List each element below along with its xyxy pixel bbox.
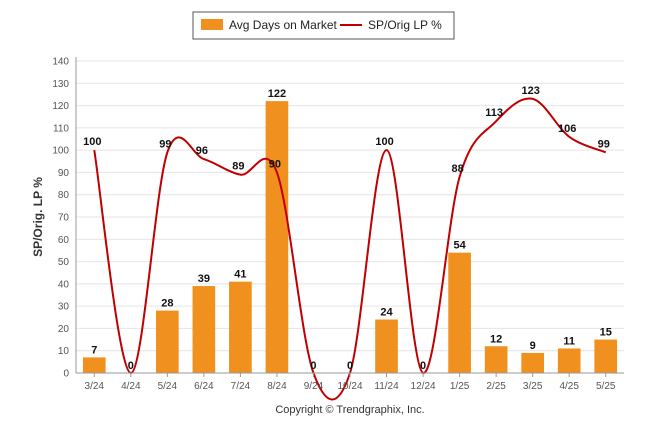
bar-value-label: 0 [128, 360, 134, 372]
line-value-label: 89 [232, 161, 244, 173]
y-tick-label: 20 [58, 324, 70, 335]
y-tick-label: 90 [58, 168, 70, 179]
bar-value-label: 11 [563, 335, 575, 347]
legend-bar-label: Avg Days on Market [229, 18, 337, 32]
bar [557, 348, 581, 373]
legend: Avg Days on Market SP/Orig LP % [192, 11, 455, 40]
x-tick-label: 10/24 [337, 381, 362, 392]
x-tick-label: 9/24 [304, 381, 324, 392]
copyright-text: Copyright © Trendgraphix, Inc. [275, 404, 424, 416]
bar-value-label: 12 [490, 333, 502, 345]
y-tick-label: 130 [52, 79, 69, 90]
y-tick-label: 70 [58, 213, 70, 224]
x-tick-label: 12/24 [411, 381, 436, 392]
x-tick-label: 5/24 [158, 381, 178, 392]
x-tick-label: 3/25 [523, 381, 543, 392]
y-tick-label: 140 [52, 57, 69, 68]
bar [156, 310, 179, 373]
x-tick-label: 1/25 [450, 381, 470, 392]
bar-value-label: 39 [198, 273, 210, 285]
x-tick-label: 5/25 [596, 381, 616, 392]
legend-box [192, 11, 455, 40]
y-tick-label: 100 [52, 146, 69, 157]
x-tick-label: 8/24 [267, 381, 287, 392]
y-tick-label: 80 [58, 190, 70, 201]
bar [82, 357, 106, 373]
line-value-label: 88 [451, 163, 463, 175]
y-tick-label: 60 [58, 235, 70, 246]
line-path [93, 97, 607, 401]
y-axis-title: SP/Orig. LP % [31, 177, 45, 257]
y-tick-label: 110 [53, 123, 69, 134]
line-value-label: 106 [558, 123, 576, 135]
bar-value-label: 0 [347, 360, 353, 372]
bar-value-label: 28 [161, 298, 173, 310]
x-tick-label: 3/24 [85, 381, 105, 392]
y-tick-label: 0 [63, 369, 69, 380]
y-tick-label: 40 [58, 279, 70, 290]
line-value-label: 100 [375, 136, 393, 148]
line-value-label: 96 [196, 145, 208, 157]
line-value-label: 90 [269, 158, 281, 170]
line-value-label: 113 [485, 107, 503, 119]
bar-value-label: 122 [268, 88, 286, 100]
bar [484, 346, 508, 373]
bar-value-label: 9 [530, 340, 536, 352]
bar-series [82, 101, 618, 373]
line-value-label: 99 [159, 138, 171, 150]
x-tick-label: 2/25 [486, 381, 506, 392]
x-tick-label: 7/24 [231, 381, 251, 392]
x-tick-label: 6/24 [194, 381, 214, 392]
legend-bar-swatch [201, 19, 223, 30]
bar [521, 352, 544, 373]
y-tick-label: 50 [58, 257, 70, 268]
bar-value-label: 41 [234, 269, 246, 281]
bar [375, 319, 398, 373]
bar-value-label: 15 [600, 327, 612, 339]
data-labels: 7 0 28 39 41 122 0 0 24 0 54 12 9 11 15 100 99 96 89 90 100 8… [83, 85, 612, 372]
x-tick-label: 4/24 [121, 381, 141, 392]
bar [448, 252, 471, 373]
bar-value-label: 0 [310, 360, 316, 372]
bar [229, 281, 252, 373]
bar-value-label: 7 [91, 344, 97, 356]
x-tick-label: 4/25 [559, 381, 579, 392]
bar-value-label: 0 [420, 360, 426, 372]
line-value-label: 123 [521, 85, 539, 97]
bar [192, 286, 216, 373]
bar [265, 101, 289, 373]
bar-value-label: 54 [453, 240, 466, 252]
x-tick-label: 11/24 [374, 381, 399, 392]
line-value-label: 99 [598, 138, 610, 150]
line-series [93, 97, 607, 401]
y-tick-label: 10 [58, 346, 70, 357]
line-value-label: 100 [83, 136, 101, 148]
y-tick-label: 120 [52, 101, 69, 112]
bar [594, 339, 618, 373]
y-tick-label: 30 [58, 302, 70, 313]
bar-value-label: 24 [380, 307, 393, 319]
legend-line-label: SP/Orig LP % [368, 18, 442, 32]
